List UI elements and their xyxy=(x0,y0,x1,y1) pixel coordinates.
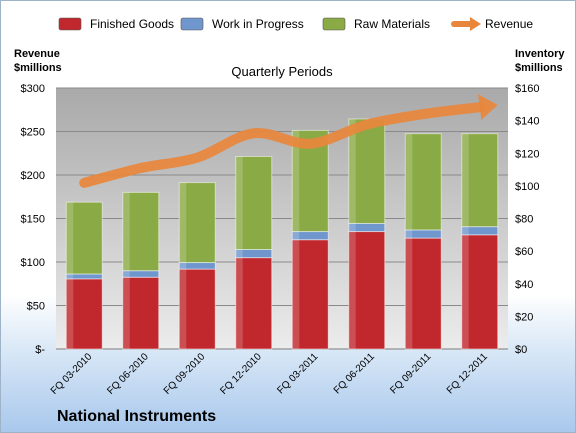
bar-highlight xyxy=(235,156,243,250)
right-axis-title-line-2: $millions xyxy=(515,62,563,74)
right-tick-label: $80 xyxy=(515,214,533,226)
left-axis-title-line-2: $millions xyxy=(14,62,62,74)
revenue-arrowhead xyxy=(478,94,498,121)
legend-arrow-revenue xyxy=(470,17,481,31)
legend-label-finished-goods: Finished Goods xyxy=(90,17,174,31)
bar-highlight xyxy=(122,192,130,271)
left-tick-label: $100 xyxy=(21,257,45,269)
left-tick-label: $250 xyxy=(21,127,45,139)
x-tick-label: FQ 03-2011 xyxy=(275,351,320,396)
bar-highlight xyxy=(292,130,300,232)
x-tick-label: FQ 12-2011 xyxy=(445,351,490,396)
left-axis-ticks: $- $50 $100 $150 $200 $250 $300 xyxy=(21,83,46,356)
bar-finished-goods xyxy=(404,237,442,350)
revenue-line-path xyxy=(79,102,485,188)
bar-highlight xyxy=(292,239,300,349)
bar-raw-materials xyxy=(404,133,442,231)
legend-swatch-raw-materials xyxy=(322,17,346,31)
left-tick-label: $- xyxy=(35,344,45,356)
bar-highlight xyxy=(235,249,243,258)
bar-highlight xyxy=(348,118,356,224)
left-tick-label: $200 xyxy=(21,170,45,182)
bar-highlight xyxy=(461,133,469,227)
right-tick-label: $160 xyxy=(515,83,539,95)
bar-highlight xyxy=(122,277,130,349)
right-tick-label: $100 xyxy=(515,181,539,193)
x-tick-label: FQ 09-2011 xyxy=(388,351,433,396)
bar-highlight xyxy=(235,257,243,349)
x-tick-label: FQ 09-2010 xyxy=(162,351,208,397)
bars xyxy=(65,118,499,350)
bar-highlight xyxy=(66,202,74,274)
right-tick-label: $140 xyxy=(515,116,539,128)
bar-raw-materials xyxy=(348,118,386,224)
bar-highlight xyxy=(122,270,130,278)
revenue-line xyxy=(79,94,498,188)
bar-highlight xyxy=(348,231,356,349)
bar-highlight xyxy=(66,278,74,349)
bar-highlight xyxy=(179,269,187,349)
bar-raw-materials xyxy=(178,182,216,264)
bar-highlight xyxy=(66,273,74,279)
x-tick-label: FQ 06-2011 xyxy=(332,351,377,396)
right-tick-label: $40 xyxy=(515,279,533,291)
bar-highlight xyxy=(292,231,300,240)
bar-raw-materials xyxy=(235,156,273,250)
bar-highlight xyxy=(405,229,413,239)
legend-label-raw-materials: Raw Materials xyxy=(354,17,430,31)
bar-highlight xyxy=(179,182,187,263)
legend-swatch-finished-goods xyxy=(58,17,82,31)
chart-title: Quarterly Periods xyxy=(231,64,333,79)
x-tick-label: FQ 06-2010 xyxy=(105,351,151,397)
x-axis-ticks: FQ 03-2010 FQ 06-2010 FQ 09-2010 FQ 12-2010… xyxy=(49,351,490,397)
bar-highlight xyxy=(179,262,187,270)
left-axis-title-line-1: Revenue xyxy=(14,48,60,60)
bar-highlight xyxy=(461,234,469,349)
bar-raw-materials xyxy=(122,191,160,272)
bar-highlight xyxy=(461,226,469,235)
bar-finished-goods xyxy=(178,268,216,350)
bar-highlight xyxy=(348,223,356,232)
bar-finished-goods xyxy=(235,257,273,350)
right-tick-label: $20 xyxy=(515,311,533,323)
bar-finished-goods xyxy=(122,276,160,350)
right-tick-label: $60 xyxy=(515,246,533,258)
left-tick-label: $300 xyxy=(21,83,45,95)
bar-highlight xyxy=(405,238,413,349)
right-axis-ticks: $0 $20 $40 $60 $80 $100 $120 $140 $160 xyxy=(515,83,539,356)
bar-raw-materials xyxy=(461,133,499,228)
bar-finished-goods xyxy=(461,234,499,350)
x-tick-label: FQ 12-2010 xyxy=(218,351,264,397)
x-tick-label: FQ 03-2010 xyxy=(49,351,95,397)
right-axis-title-line-1: Inventory xyxy=(515,48,565,60)
legend-label-work-in-progress: Work in Progress xyxy=(212,17,304,31)
legend-label-revenue: Revenue xyxy=(485,17,533,31)
bar-highlight xyxy=(405,133,413,230)
right-tick-label: $120 xyxy=(515,148,539,160)
company-name: National Instruments xyxy=(57,408,216,425)
legend-swatch-work-in-progress xyxy=(180,17,204,31)
left-tick-label: $50 xyxy=(27,301,45,313)
left-tick-label: $150 xyxy=(21,214,45,226)
right-tick-label: $0 xyxy=(515,344,527,356)
legend: Finished Goods Work in Progress Raw Materi… xyxy=(58,17,533,31)
bar-raw-materials xyxy=(65,201,103,275)
bar-finished-goods xyxy=(291,239,329,350)
bar-finished-goods xyxy=(65,278,103,350)
